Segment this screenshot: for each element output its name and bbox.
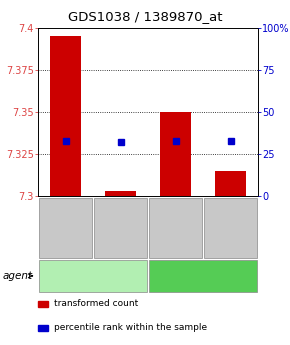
Bar: [215, 171, 246, 196]
Text: forskolin: forskolin: [182, 271, 224, 281]
Text: agent: agent: [3, 271, 33, 281]
Text: percentile rank within the sample: percentile rank within the sample: [54, 324, 207, 333]
Bar: [50, 37, 81, 196]
Text: transformed count: transformed count: [54, 299, 138, 308]
Text: GSM35335: GSM35335: [226, 203, 235, 253]
Text: GSM35337: GSM35337: [116, 203, 125, 253]
Text: GDS1038 / 1389870_at: GDS1038 / 1389870_at: [68, 10, 222, 23]
Text: inactive forskolin
analog: inactive forskolin analog: [51, 265, 135, 287]
Text: GSM35336: GSM35336: [61, 203, 70, 253]
Bar: [160, 112, 191, 196]
Bar: [105, 191, 136, 196]
Text: GSM35334: GSM35334: [171, 203, 180, 253]
